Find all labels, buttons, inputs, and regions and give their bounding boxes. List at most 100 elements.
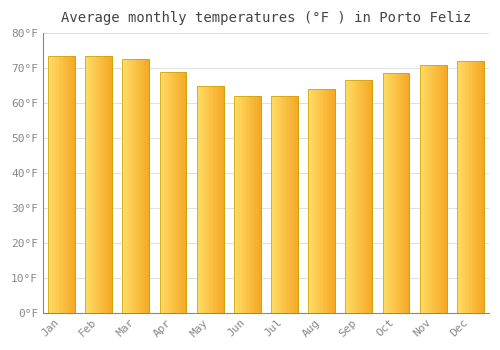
Bar: [248, 96, 250, 313]
Bar: [352, 80, 354, 313]
Bar: [236, 96, 238, 313]
Bar: [160, 72, 186, 313]
Bar: [252, 96, 254, 313]
Bar: [252, 96, 253, 313]
Bar: [136, 60, 138, 313]
Bar: [457, 61, 483, 313]
Bar: [260, 96, 261, 313]
Bar: [234, 96, 260, 313]
Bar: [382, 74, 409, 313]
Bar: [444, 65, 446, 313]
Bar: [72, 56, 74, 313]
Bar: [88, 56, 90, 313]
Bar: [424, 65, 425, 313]
Bar: [197, 86, 224, 313]
Bar: [102, 56, 104, 313]
Bar: [181, 72, 182, 313]
Bar: [218, 86, 220, 313]
Bar: [371, 80, 372, 313]
Bar: [140, 60, 141, 313]
Bar: [396, 74, 398, 313]
Bar: [108, 56, 110, 313]
Bar: [420, 65, 421, 313]
Bar: [129, 60, 130, 313]
Bar: [216, 86, 217, 313]
Bar: [55, 56, 56, 313]
Bar: [323, 89, 324, 313]
Bar: [185, 72, 186, 313]
Bar: [368, 80, 370, 313]
Bar: [174, 72, 176, 313]
Bar: [275, 96, 276, 313]
Bar: [420, 65, 446, 313]
Bar: [134, 60, 136, 313]
Bar: [220, 86, 221, 313]
Bar: [278, 96, 279, 313]
Bar: [464, 61, 465, 313]
Bar: [176, 72, 177, 313]
Bar: [74, 56, 75, 313]
Bar: [458, 61, 460, 313]
Bar: [197, 86, 198, 313]
Bar: [172, 72, 173, 313]
Bar: [291, 96, 292, 313]
Bar: [326, 89, 327, 313]
Bar: [402, 74, 403, 313]
Bar: [460, 61, 461, 313]
Bar: [244, 96, 246, 313]
Bar: [94, 56, 95, 313]
Bar: [438, 65, 440, 313]
Bar: [50, 56, 51, 313]
Bar: [63, 56, 64, 313]
Bar: [102, 56, 103, 313]
Bar: [319, 89, 320, 313]
Bar: [110, 56, 111, 313]
Bar: [296, 96, 298, 313]
Bar: [406, 74, 408, 313]
Bar: [367, 80, 368, 313]
Bar: [327, 89, 328, 313]
Bar: [242, 96, 244, 313]
Bar: [362, 80, 363, 313]
Bar: [324, 89, 326, 313]
Bar: [354, 80, 355, 313]
Bar: [62, 56, 63, 313]
Bar: [56, 56, 58, 313]
Bar: [408, 74, 410, 313]
Bar: [60, 56, 62, 313]
Bar: [284, 96, 286, 313]
Bar: [146, 60, 148, 313]
Bar: [182, 72, 184, 313]
Bar: [125, 60, 126, 313]
Bar: [86, 56, 112, 313]
Bar: [315, 89, 316, 313]
Bar: [240, 96, 242, 313]
Bar: [197, 86, 224, 313]
Bar: [356, 80, 358, 313]
Bar: [440, 65, 442, 313]
Bar: [359, 80, 360, 313]
Bar: [292, 96, 294, 313]
Bar: [67, 56, 68, 313]
Bar: [295, 96, 296, 313]
Bar: [436, 65, 437, 313]
Bar: [406, 74, 407, 313]
Bar: [222, 86, 224, 313]
Bar: [363, 80, 364, 313]
Bar: [148, 60, 150, 313]
Bar: [272, 96, 274, 313]
Bar: [48, 56, 75, 313]
Bar: [68, 56, 70, 313]
Bar: [474, 61, 476, 313]
Bar: [122, 60, 124, 313]
Bar: [400, 74, 402, 313]
Bar: [126, 60, 128, 313]
Bar: [86, 56, 112, 313]
Bar: [48, 56, 75, 313]
Bar: [274, 96, 275, 313]
Bar: [318, 89, 319, 313]
Bar: [322, 89, 323, 313]
Bar: [430, 65, 432, 313]
Bar: [210, 86, 212, 313]
Bar: [310, 89, 311, 313]
